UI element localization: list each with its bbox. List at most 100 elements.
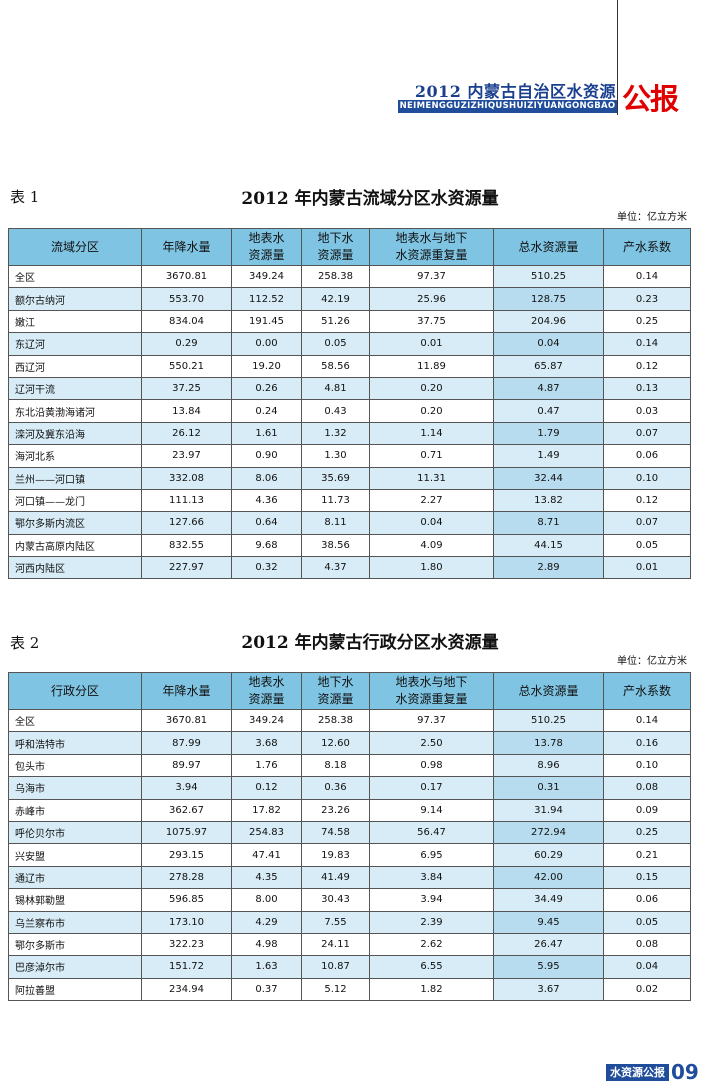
table2-label: 表 2 — [10, 634, 40, 652]
table-cell: 227.97 — [141, 556, 232, 580]
table-cell: 0.25 — [603, 309, 691, 334]
table-row: 河西内陆区 227.97 0.32 4.37 1.80 2.89 0.01 — [8, 556, 691, 580]
table-cell: 3.84 — [369, 865, 494, 890]
table-cell: 0.23 — [603, 287, 691, 311]
table-cell: 42.19 — [301, 287, 370, 311]
table-cell: 41.49 — [301, 865, 370, 890]
table-cell: 26.12 — [141, 421, 232, 446]
table-cell: 0.03 — [603, 399, 691, 423]
row-label: 河西内陆区 — [8, 556, 142, 580]
table-cell: 13.84 — [141, 399, 232, 423]
table-cell: 0.20 — [369, 376, 494, 401]
table-row: 全区 3670.81 349.24 258.38 97.37 510.25 0.14 — [8, 708, 691, 733]
table-cell: 0.14 — [603, 264, 691, 289]
table1-header-coef: 产水系数 — [603, 228, 691, 266]
table-cell: 0.07 — [603, 511, 691, 535]
table-cell: 1.32 — [301, 421, 370, 446]
table-row: 通辽市 278.28 4.35 41.49 3.84 42.00 0.15 — [8, 865, 691, 890]
table-cell: 1.63 — [231, 955, 302, 979]
table-cell: 0.16 — [603, 731, 691, 755]
row-label: 兰州——河口镇 — [8, 466, 142, 490]
table-cell: 173.10 — [141, 910, 232, 934]
table-cell: 32.44 — [493, 466, 604, 490]
table-cell: 97.37 — [369, 708, 494, 733]
table-cell: 1.80 — [369, 556, 494, 580]
header-part: 资源量 — [317, 692, 354, 706]
table-cell: 510.25 — [493, 708, 604, 733]
table1-title: 2012 年内蒙古流域分区水资源量 — [241, 189, 499, 209]
table-cell: 832.55 — [141, 533, 232, 558]
table2-unit: 单位：亿立方米 — [617, 656, 687, 667]
table-cell: 3.94 — [369, 888, 494, 912]
table-cell: 0.12 — [603, 488, 691, 513]
table-cell: 258.38 — [301, 708, 370, 733]
table-cell: 112.52 — [231, 287, 302, 311]
header-part: 地表水与地下 — [395, 231, 468, 245]
table-cell: 34.49 — [493, 888, 604, 912]
table-cell: 4.98 — [231, 932, 302, 957]
table-cell: 3.67 — [493, 977, 604, 1002]
table-cell: 2.50 — [369, 731, 494, 755]
table-cell: 10.87 — [301, 955, 370, 979]
table-cell: 151.72 — [141, 955, 232, 979]
table1-header-surface: 地表水 资源量 — [231, 228, 302, 266]
row-label: 海河北系 — [8, 444, 142, 468]
row-label: 嫩江 — [8, 309, 142, 334]
table-cell: 111.13 — [141, 488, 232, 513]
table-cell: 0.32 — [231, 556, 302, 580]
table-cell: 1.30 — [301, 444, 370, 468]
table-cell: 293.15 — [141, 843, 232, 867]
row-label: 内蒙古高原内陆区 — [8, 533, 142, 558]
table-cell: 191.45 — [231, 309, 302, 334]
row-label: 呼伦贝尔市 — [8, 820, 142, 845]
row-label: 巴彦淖尔市 — [8, 955, 142, 979]
table-cell: 97.37 — [369, 264, 494, 289]
table-row: 乌海市 3.94 0.12 0.36 0.17 0.31 0.08 — [8, 776, 691, 800]
table-cell: 25.96 — [369, 287, 494, 311]
row-label: 额尔古纳河 — [8, 287, 142, 311]
table-cell: 3670.81 — [141, 264, 232, 289]
row-label: 全区 — [8, 264, 142, 289]
table2-header-coef: 产水系数 — [603, 672, 691, 710]
table-cell: 31.94 — [493, 798, 604, 822]
header-part: 水资源重复量 — [395, 248, 468, 262]
table-cell: 3.68 — [231, 731, 302, 755]
table-cell: 0.36 — [301, 776, 370, 800]
table-row: 鄂尔多斯内流区 127.66 0.64 8.11 0.04 8.71 0.07 — [8, 511, 691, 535]
row-label: 辽河干流 — [8, 376, 142, 401]
table-cell: 258.38 — [301, 264, 370, 289]
table-cell: 834.04 — [141, 309, 232, 334]
table-cell: 127.66 — [141, 511, 232, 535]
table-cell: 11.31 — [369, 466, 494, 490]
page-number: 09 — [671, 1060, 699, 1084]
table1-header-total: 总水资源量 — [493, 228, 604, 266]
table-row: 鄂尔多斯市 322.23 4.98 24.11 2.62 26.47 0.08 — [8, 932, 691, 957]
table-cell: 0.26 — [231, 376, 302, 401]
table-cell: 0.04 — [493, 332, 604, 356]
table-cell: 60.29 — [493, 843, 604, 867]
table-cell: 0.71 — [369, 444, 494, 468]
table-cell: 254.83 — [231, 820, 302, 845]
table-cell: 5.95 — [493, 955, 604, 979]
table1-label: 表 1 — [10, 188, 40, 206]
table-cell: 4.35 — [231, 865, 302, 890]
table-cell: 0.08 — [603, 932, 691, 957]
row-label: 河口镇——龙门 — [8, 488, 142, 513]
table1-header-region: 流域分区 — [8, 228, 142, 266]
table2-header-precip: 年降水量 — [141, 672, 232, 710]
table-cell: 1.79 — [493, 421, 604, 446]
table1-header-overlap: 地表水与地下 水资源重复量 — [369, 228, 494, 266]
table1-header-row: 流域分区 年降水量 地表水 资源量 地下水 资源量 地表水与地下 水资源重复量 总水资… — [8, 228, 691, 266]
header-subtitle: NEIMENGGUZIZHIQUSHUIZIYUANGONGBAO — [398, 100, 617, 113]
table2: 行政分区 年降水量 地表水 资源量 地下水 资源量 地表水与地下 水资源重复量 总水资… — [8, 672, 691, 1002]
table-cell: 4.37 — [301, 556, 370, 580]
header-part: 地表水与地下 — [395, 675, 468, 689]
table-row: 东辽河 0.29 0.00 0.05 0.01 0.04 0.14 — [8, 332, 691, 356]
table-cell: 0.05 — [301, 332, 370, 356]
row-label: 鄂尔多斯内流区 — [8, 511, 142, 535]
header-title: 2012 内蒙古自治区水资源 — [414, 82, 616, 101]
table-cell: 332.08 — [141, 466, 232, 490]
row-label: 赤峰市 — [8, 798, 142, 822]
table1: 流域分区 年降水量 地表水 资源量 地下水 资源量 地表水与地下 水资源重复量 总水资… — [8, 228, 691, 580]
table2-header-overlap: 地表水与地下 水资源重复量 — [369, 672, 494, 710]
